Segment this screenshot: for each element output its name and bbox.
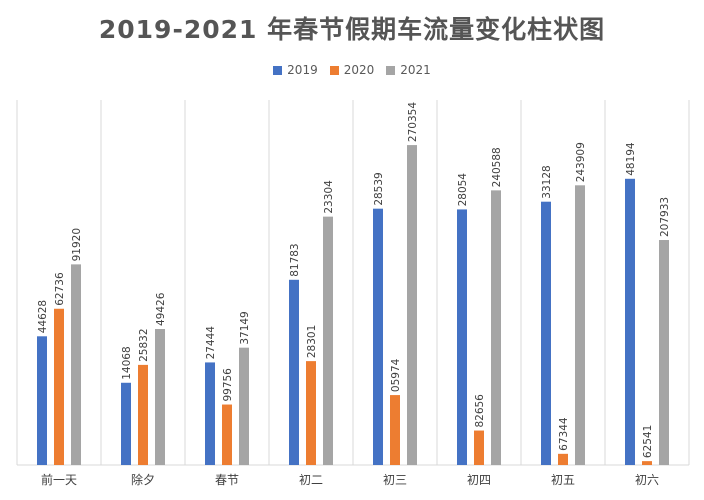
data-label-2019-1: 14068 (121, 346, 133, 379)
data-label-2020-3: 28301 (306, 325, 318, 358)
bar-2021-7 (659, 240, 669, 465)
bar-2020-5 (474, 430, 484, 465)
bar-2021-6 (575, 185, 585, 466)
legend-item-2019: 2019 (273, 63, 318, 77)
bar-2019-7 (625, 178, 635, 466)
bar-2021-5 (491, 190, 501, 465)
legend-swatch-2020 (329, 65, 339, 75)
legend-label-2019: 2019 (287, 63, 318, 77)
bar-2019-4 (373, 208, 383, 465)
data-label-2019-7: 48194 (625, 142, 637, 176)
data-label-2021-5: 240588 (491, 147, 503, 187)
data-label-2021-1: 49426 (155, 292, 167, 326)
bar-2020-2 (222, 404, 232, 465)
bar-2020-7 (642, 461, 652, 465)
legend-item-2021: 2021 (386, 63, 431, 77)
data-label-2020-5: 82656 (474, 394, 486, 428)
legend-item-2020: 2020 (329, 63, 375, 77)
legend-label-2020: 2020 (343, 63, 375, 77)
data-label-2019-2: 27444 (205, 326, 217, 360)
data-label-2020-1: 25832 (138, 328, 150, 361)
x-tick-label-1: 除夕 (131, 472, 155, 487)
bar-2020-4 (390, 395, 400, 465)
data-label-2019-5: 28054 (457, 173, 469, 207)
x-tick-label-3: 初二 (299, 473, 323, 487)
bar-2019-6 (541, 201, 551, 465)
bar-2021-2 (239, 347, 249, 465)
bar-2021-4 (407, 145, 417, 466)
data-label-2021-3: 23304 (323, 180, 335, 214)
data-label-2021-6: 243909 (575, 142, 587, 182)
data-label-2020-7: 62541 (642, 425, 654, 458)
data-label-2019-3: 81783 (289, 243, 301, 276)
bar-2020-1 (138, 364, 148, 465)
bar-2019-0 (37, 336, 47, 465)
data-label-2019-6: 33128 (541, 165, 553, 198)
legend-label-2021: 2021 (400, 63, 431, 77)
data-label-2021-7: 207933 (659, 197, 671, 237)
bar-2021-1 (155, 328, 165, 465)
legend-swatch-2019 (273, 65, 283, 75)
bar-2019-3 (289, 279, 299, 465)
bar-2021-3 (323, 216, 333, 465)
data-label-2021-0: 91920 (71, 228, 83, 261)
x-tick-label-0: 前一天 (41, 472, 77, 487)
data-label-2021-4: 270354 (407, 102, 419, 142)
data-label-2021-2: 37149 (239, 311, 251, 344)
chart-title: 2019-2021 年春节假期车流量变化柱状图 (98, 15, 606, 44)
data-label-2020-6: 67344 (558, 417, 570, 451)
data-label-2019-4: 28539 (373, 172, 385, 205)
x-tick-label-7: 初六 (635, 473, 659, 487)
data-label-2020-2: 99756 (222, 368, 234, 402)
data-label-2020-4: 05974 (390, 358, 402, 392)
x-tick-label-2: 春节 (215, 473, 239, 487)
bar-2020-0 (54, 308, 64, 465)
bar-2020-6 (558, 453, 568, 465)
data-label-2019-0: 44628 (37, 300, 49, 333)
bar-2020-3 (306, 361, 316, 465)
x-tick-label-6: 初五 (551, 473, 575, 487)
bar-2019-2 (205, 362, 215, 465)
legend-swatch-2021 (386, 65, 396, 75)
x-tick-label-5: 初四 (467, 473, 491, 487)
bar-2021-0 (71, 264, 81, 465)
data-label-2020-0: 62736 (54, 272, 66, 306)
x-tick-label-4: 初三 (383, 473, 407, 487)
bar-2019-1 (121, 382, 131, 465)
bar-2019-5 (457, 209, 467, 465)
legend: 2019 2020 2021 (0, 63, 704, 77)
